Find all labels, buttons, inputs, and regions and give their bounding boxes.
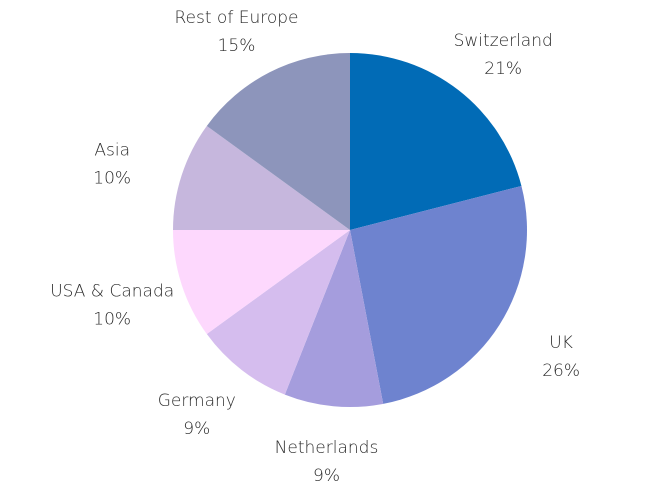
slice-label-netherlands: Netherlands bbox=[275, 438, 379, 458]
slice-value-switzerland: 21% bbox=[484, 59, 522, 79]
slice-value-usa-and-canada: 10% bbox=[93, 310, 131, 330]
slice-label-asia: Asia bbox=[94, 141, 130, 161]
slice-uk bbox=[350, 185, 528, 404]
slice-label-usa-and-canada: USA & Canada bbox=[50, 282, 174, 302]
slice-rest-of-europe bbox=[206, 53, 350, 230]
slice-value-uk: 26% bbox=[542, 361, 580, 381]
slice-switzerland bbox=[350, 53, 522, 230]
slice-value-rest-of-europe: 15% bbox=[218, 36, 256, 56]
slice-value-asia: 10% bbox=[93, 169, 131, 189]
slice-usa-and-canada bbox=[173, 230, 350, 335]
slice-netherlands bbox=[284, 230, 384, 407]
slice-label-uk: UK bbox=[549, 333, 573, 353]
slice-value-netherlands: 9% bbox=[313, 466, 340, 485]
slice-asia bbox=[173, 125, 350, 230]
slice-value-germany: 9% bbox=[183, 419, 210, 439]
pie-labels: Switzerland 21% UK 26% Netherlands 9% Germany 9… bbox=[50, 8, 580, 485]
slice-germany bbox=[206, 230, 350, 395]
slice-label-switzerland: Switzerland bbox=[454, 31, 553, 51]
slice-label-germany: Germany bbox=[158, 391, 236, 411]
slice-label-rest-of-europe: Rest of Europe bbox=[174, 8, 298, 28]
pie-slices bbox=[173, 53, 528, 407]
